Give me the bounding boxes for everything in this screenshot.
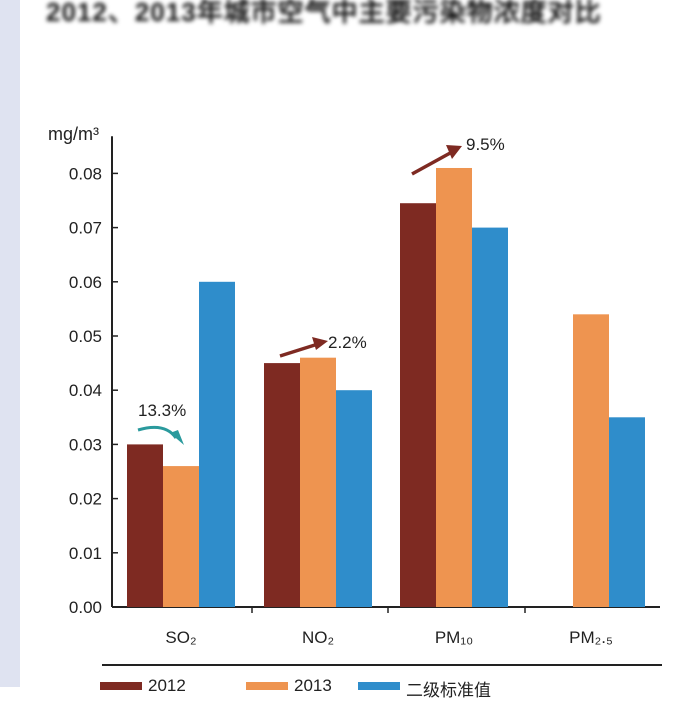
annotation-arrow-up <box>411 150 453 176</box>
x-tick-label: PM₁₀ <box>435 628 473 647</box>
annotation-arrow-up <box>279 342 319 358</box>
annotation-label: 9.5% <box>466 135 505 154</box>
annotation-label: 13.3% <box>138 401 186 420</box>
series-2012-bar <box>264 363 300 607</box>
series-standard-bar <box>472 227 508 607</box>
legend-swatch <box>246 682 288 690</box>
series-2013-bar <box>163 466 199 607</box>
series-2013-bar <box>300 357 336 607</box>
annotation-label: 2.2% <box>328 333 367 352</box>
series-standard-bar <box>336 390 372 607</box>
legend-divider <box>102 664 662 666</box>
series-2012-bar <box>127 444 163 607</box>
left-border-band <box>0 0 20 687</box>
legend-swatch <box>100 682 142 690</box>
series-standard-bar <box>609 417 645 607</box>
legend-label: 2012 <box>148 676 186 695</box>
y-tick-label: 0.08 <box>69 164 102 183</box>
legend-label: 二级标准值 <box>406 681 491 700</box>
series-standard-bar <box>199 281 235 607</box>
legend-label: 2013 <box>294 676 332 695</box>
y-tick-label: 0.03 <box>69 435 102 454</box>
legend-swatch <box>358 682 400 690</box>
y-tick-label: 0.00 <box>69 598 102 617</box>
y-tick-label: 0.02 <box>69 490 102 509</box>
legend: 2012 2013 二级标准值 <box>100 676 660 700</box>
y-tick-label: 0.07 <box>69 219 102 238</box>
annotation-arrowhead <box>446 145 462 159</box>
annotation-arrow-down <box>137 425 178 439</box>
y-tick-label: 0.04 <box>69 381 102 400</box>
y-tick-label: 0.05 <box>69 327 102 346</box>
y-tick-label: 0.01 <box>69 544 102 563</box>
title-bar: 2012、2013年城市空气中主要污染物浓度对比 <box>20 0 680 34</box>
annotation-arrowhead <box>312 337 328 350</box>
y-tick-label: 0.06 <box>69 273 102 292</box>
x-tick-label: PM₂.₅ <box>569 628 613 647</box>
annotation-arrowhead <box>170 430 184 445</box>
y-axis-label: mg/m³ <box>48 124 99 144</box>
x-tick-label: SO₂ <box>165 628 196 647</box>
chart-title: 2012、2013年城市空气中主要污染物浓度对比 <box>46 0 602 27</box>
series-2012-bar <box>400 203 436 607</box>
series-2013-bar <box>573 314 609 607</box>
x-tick-label: NO₂ <box>302 628 334 647</box>
series-2013-bar <box>436 167 472 608</box>
